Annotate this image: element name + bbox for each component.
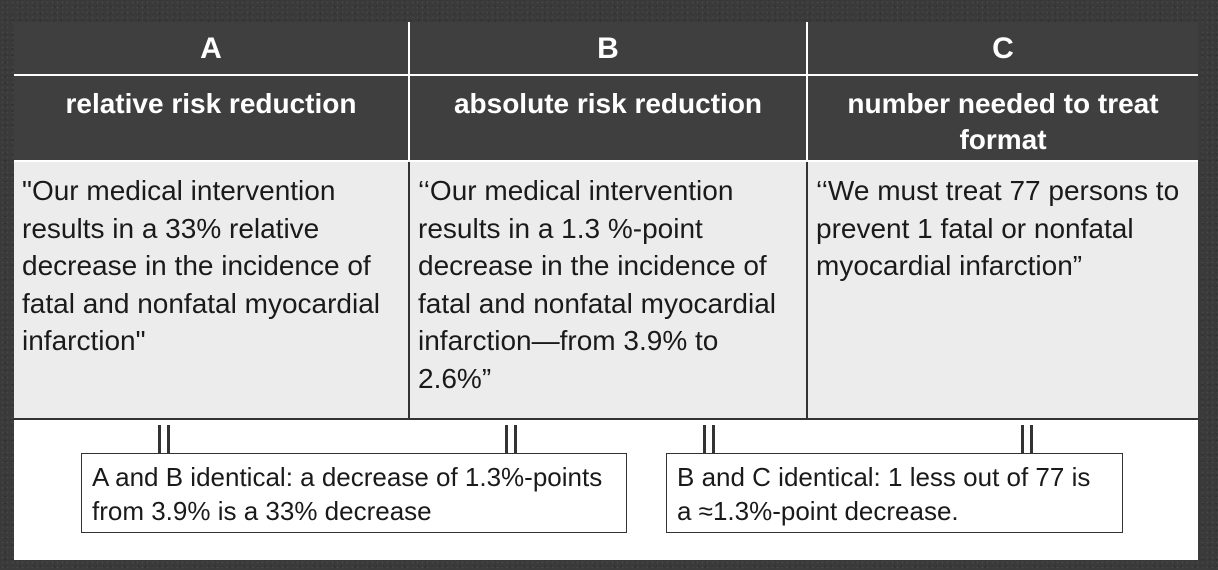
note-a-b-identical: A and B identical: a decrease of 1.3%-po… — [81, 453, 627, 533]
column-letter-row: A B C — [14, 22, 1198, 76]
column-c-letter: C — [806, 22, 1198, 76]
column-a-title: relative risk reduction — [65, 88, 357, 119]
column-a-letter: A — [14, 22, 408, 76]
comparison-diagram: A B C relative risk reduction absolute r… — [14, 22, 1198, 560]
equals-connector-c — [1021, 425, 1033, 453]
column-title-row: relative risk reduction absolute risk re… — [14, 76, 1198, 160]
column-a-statement: "Our medical intervention results in a 3… — [22, 175, 380, 356]
column-b-title: absolute risk reduction — [408, 76, 806, 160]
equals-connector-b-left — [505, 425, 517, 453]
note-b-c-identical: B and C identical: 1 less out of 77 is a… — [666, 453, 1123, 533]
statement-row: "Our medical intervention results in a 3… — [14, 160, 1198, 420]
column-c-statement: ‘‘We must treat 77 persons to prevent 1 … — [806, 162, 1198, 418]
column-b-letter: B — [408, 22, 806, 76]
column-b-statement: ‘‘Our medical intervention results in a … — [408, 162, 806, 418]
column-c-title: number needed to treat format — [806, 76, 1198, 160]
equals-connector-a — [158, 425, 170, 453]
equals-connector-b-right — [703, 425, 715, 453]
